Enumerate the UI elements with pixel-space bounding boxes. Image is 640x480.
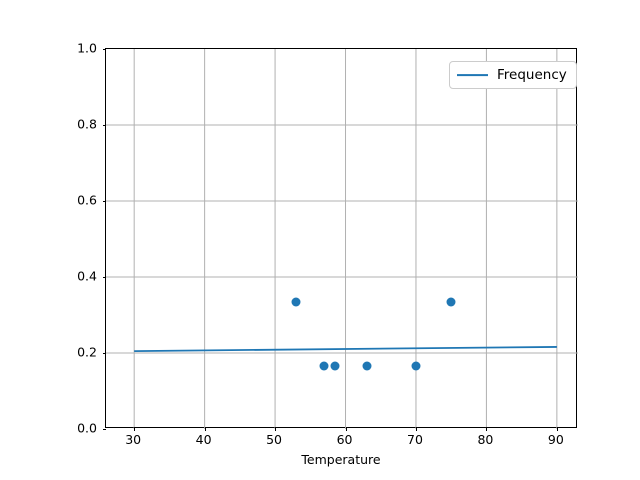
y-tick-0.8 <box>102 125 106 126</box>
x-tick-label-60: 60 <box>336 432 353 447</box>
x-tick-90 <box>556 427 558 431</box>
x-tick-80 <box>486 427 488 431</box>
scatter-point <box>330 361 340 371</box>
scatter-point <box>319 361 329 371</box>
y-tick-0.0 <box>102 429 106 430</box>
y-tick-label-0.8: 0.8 <box>77 116 97 132</box>
chart-legend[interactable]: Frequency <box>449 61 577 89</box>
x-tick-label-80: 80 <box>477 432 494 447</box>
legend-label-frequency: Frequency <box>497 67 567 83</box>
gridlines <box>106 49 578 429</box>
y-tick-label-0.2: 0.2 <box>77 344 97 360</box>
x-tick-70 <box>415 427 417 431</box>
x-tick-60 <box>345 427 347 431</box>
x-tick-50 <box>275 427 277 431</box>
y-tick-label-0.4: 0.4 <box>77 268 97 284</box>
line-series-frequency <box>134 346 557 352</box>
y-tick-label-0.0: 0.0 <box>77 420 97 436</box>
plot-svg <box>106 49 578 429</box>
x-tick-label-70: 70 <box>407 432 423 447</box>
y-tick-0.6 <box>102 201 106 202</box>
plot-area: Frequency <box>102 48 578 431</box>
y-tick-label-1.0: 1.0 <box>77 40 97 56</box>
scatter-point <box>446 297 456 307</box>
x-tick-label-40: 40 <box>195 432 212 447</box>
legend-line-swatch-frequency <box>457 69 488 82</box>
data-series <box>134 346 557 352</box>
x-tick-label-30: 30 <box>125 432 142 447</box>
y-tick-1.0 <box>102 49 106 50</box>
x-tick-label-50: 50 <box>266 432 283 447</box>
y-tick-0.2 <box>102 353 106 354</box>
scatter-point <box>362 361 372 371</box>
y-tick-label-0.6: 0.6 <box>77 192 97 208</box>
x-tick-40 <box>204 427 206 431</box>
x-tick-30 <box>134 427 136 431</box>
y-tick-0.4 <box>102 277 106 278</box>
scatter-point <box>291 297 301 307</box>
x-axis-label: Temperature <box>301 452 381 467</box>
scatter-point <box>411 361 421 371</box>
x-tick-label-90: 90 <box>547 432 564 447</box>
